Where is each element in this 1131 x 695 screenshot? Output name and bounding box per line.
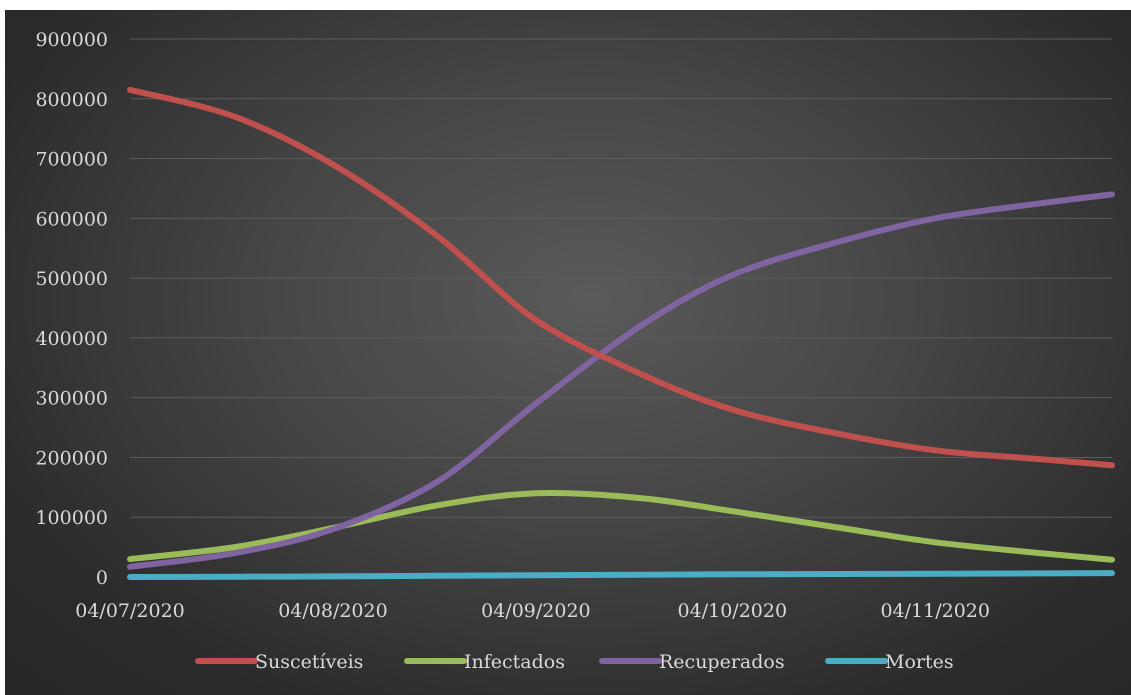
legend-label: Recuperados [659, 651, 785, 673]
chart-area: 0 100000 200000 300000 400000 500000 600000 700… [5, 10, 1131, 695]
x-tick-label: 04/08/2020 [278, 600, 388, 622]
legend-item: Recuperados [599, 651, 785, 673]
x-tick-label: 04/07/2020 [75, 600, 185, 622]
y-tick-label: 100000 [35, 507, 108, 529]
y-tick-label: 300000 [35, 388, 108, 410]
series-layer [127, 86, 1115, 580]
legend: Suscetíveis Infectados Recuperados Mortes [195, 651, 954, 673]
y-tick-label: 600000 [35, 208, 108, 230]
series-line-mortes [127, 570, 1115, 580]
legend-label: Suscetíveis [255, 651, 363, 673]
series-line-infectados [127, 490, 1115, 563]
y-tick-label: 700000 [35, 149, 108, 171]
x-axis-tick-labels: 04/07/2020 04/08/2020 04/09/2020 04/10/2020… [75, 600, 990, 622]
x-tick-label: 04/11/2020 [880, 600, 990, 622]
legend-label: Mortes [885, 651, 954, 673]
x-tick-label: 04/10/2020 [678, 600, 788, 622]
y-tick-label: 0 [96, 567, 108, 589]
y-axis-tick-labels: 0 100000 200000 300000 400000 500000 600000 700… [35, 29, 108, 589]
legend-item: Mortes [825, 651, 954, 673]
y-tick-label: 900000 [35, 29, 108, 51]
y-tick-label: 500000 [35, 268, 108, 290]
line-chart: 0 100000 200000 300000 400000 500000 600000 700… [35, 29, 1115, 673]
grid-layer [130, 38, 1112, 518]
legend-label: Infectados [464, 651, 565, 673]
legend-item: Infectados [404, 651, 565, 673]
y-tick-label: 800000 [35, 89, 108, 111]
x-tick-label: 04/09/2020 [481, 600, 591, 622]
y-tick-label: 400000 [35, 328, 108, 350]
series-line-recuperados [127, 191, 1115, 570]
legend-item: Suscetíveis [195, 651, 363, 673]
series-line-suscetíveis [127, 86, 1115, 469]
y-tick-label: 200000 [35, 447, 108, 469]
